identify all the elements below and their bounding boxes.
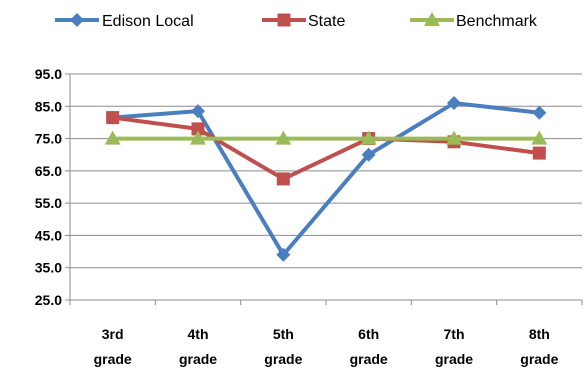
data-point bbox=[276, 247, 291, 262]
x-tick-label: 6th bbox=[358, 326, 379, 342]
legend-label: Benchmark bbox=[456, 13, 538, 30]
data-point bbox=[106, 111, 120, 125]
x-tick-label: 3rd bbox=[102, 326, 124, 342]
data-point bbox=[446, 130, 462, 145]
y-tick-label: 35.0 bbox=[35, 260, 62, 276]
data-point bbox=[276, 172, 290, 186]
legend-item: State bbox=[262, 13, 345, 30]
data-point bbox=[275, 130, 292, 145]
series-line bbox=[112, 115, 540, 181]
x-tick-label: grade bbox=[435, 351, 473, 367]
legend-item: Benchmark bbox=[410, 12, 538, 30]
data-point bbox=[532, 105, 547, 120]
data-point bbox=[361, 147, 376, 162]
y-tick-label: 25.0 bbox=[35, 292, 62, 308]
x-tick-label: grade bbox=[520, 351, 558, 367]
x-tick-label: 4th bbox=[188, 326, 209, 342]
y-tick-label: 65.0 bbox=[35, 163, 62, 179]
data-point bbox=[191, 122, 205, 136]
legend-marker bbox=[424, 12, 440, 26]
series-edison-local bbox=[105, 96, 547, 262]
data-point bbox=[360, 130, 377, 145]
y-tick-label: 45.0 bbox=[35, 227, 62, 243]
y-tick-label: 55.0 bbox=[35, 195, 62, 211]
y-axis-ticks: 25.0 35.0 45.0 55.0 65.0 75.0 85.0 95.0 bbox=[35, 66, 70, 308]
x-tick-label: 5th bbox=[273, 326, 294, 342]
legend-label: State bbox=[308, 13, 345, 30]
x-tick-label: grade bbox=[350, 351, 388, 367]
x-tick-label: grade bbox=[94, 351, 132, 367]
data-point bbox=[190, 130, 206, 145]
series-state bbox=[106, 111, 546, 186]
data-point bbox=[447, 96, 461, 111]
series-benchmark bbox=[104, 130, 548, 145]
data-point bbox=[104, 130, 121, 145]
x-tick-label: 7th bbox=[444, 326, 465, 342]
x-tick-label: grade bbox=[179, 351, 217, 367]
x-tick-label: grade bbox=[264, 351, 302, 367]
legend-marker bbox=[277, 13, 291, 27]
data-point bbox=[531, 130, 548, 145]
y-tick-label: 75.0 bbox=[35, 131, 62, 147]
y-tick-label: 95.0 bbox=[35, 66, 62, 82]
data-point bbox=[191, 104, 205, 119]
x-tick-label: 8th bbox=[529, 326, 550, 342]
series-group bbox=[104, 96, 548, 262]
legend-marker bbox=[70, 13, 84, 27]
y-tick-label: 85.0 bbox=[35, 98, 62, 114]
legend-item: Edison Local bbox=[55, 13, 194, 30]
data-point bbox=[532, 146, 546, 160]
legend-label: Edison Local bbox=[102, 13, 194, 30]
x-axis-ticks: 3rd grade 4th grade 5th grade 6th grade 7th grade… bbox=[69, 300, 583, 367]
series-line bbox=[112, 101, 540, 257]
legend: Edison Local State Benchmark bbox=[55, 12, 538, 30]
